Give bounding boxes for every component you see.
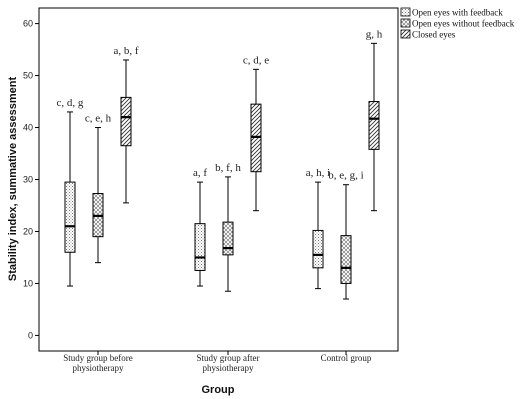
- x-category-label: Study group before physiotherapy: [63, 353, 133, 373]
- box-iqr: [64, 181, 76, 253]
- legend-label: Open eyes without feedback: [412, 19, 515, 29]
- significance-label: a, b, f: [113, 45, 138, 57]
- significance-label: b, e, g, i: [328, 170, 363, 182]
- significance-label: c, d, e: [243, 54, 269, 66]
- significance-label: g, h: [366, 28, 383, 40]
- box-iqr: [222, 221, 234, 256]
- y-tick-label: 60: [23, 19, 33, 29]
- x-axis-title: Group: [202, 384, 235, 396]
- boxes-layer: c, d, g a, f a, h, i c, e, h b, f, h b, e, g,…: [57, 28, 383, 300]
- legend-swatch: [400, 18, 411, 28]
- significance-label: c, d, g: [57, 97, 84, 109]
- box-iqr: [312, 229, 324, 269]
- significance-label: b, f, h: [215, 162, 241, 174]
- box-iqr: [340, 235, 352, 284]
- legend-swatch: [400, 29, 411, 39]
- significance-label: c, e, h: [85, 113, 112, 125]
- legend-swatch: [400, 7, 411, 17]
- y-tick-label: 40: [23, 123, 33, 133]
- legend-item-3: Closed eyes: [400, 29, 456, 40]
- legend-label: Closed eyes: [412, 30, 456, 40]
- box-iqr: [194, 223, 206, 271]
- y-tick-label: 0: [28, 330, 33, 340]
- x-category-label: Study group after physiotherapy: [197, 353, 260, 373]
- y-tick-label: 20: [23, 226, 33, 236]
- legend-item-2: Open eyes without feedback: [400, 18, 515, 29]
- box-1-group-2: a, f: [193, 167, 207, 287]
- y-tick-label: 50: [23, 71, 33, 81]
- y-axis-title: Stability index, summative assessment: [7, 77, 19, 282]
- plot-frame: [38, 7, 399, 352]
- significance-label: a, h, i: [306, 167, 330, 179]
- legend-label: Open eyes with feedback: [412, 8, 503, 18]
- box-1-group-1: c, d, g: [57, 97, 84, 287]
- box-2-group-3: b, e, g, i: [328, 170, 364, 300]
- box-iqr: [120, 96, 132, 147]
- legend-item-1: Open eyes with feedback: [400, 7, 503, 18]
- box-3-group-1: a, b, f: [113, 45, 139, 204]
- box-1-group-3: a, h, i: [306, 167, 330, 290]
- box-iqr: [368, 101, 380, 150]
- x-axis-categories: Study group before physiotherapy Study gro…: [63, 351, 372, 373]
- y-axis-ticks: 0 10 20 30 40 50 60: [23, 19, 39, 340]
- box-3-group-3: g, h: [366, 28, 383, 212]
- y-tick-label: 10: [23, 278, 33, 288]
- box-2-group-2: b, f, h: [215, 162, 241, 292]
- y-tick-label: 30: [23, 175, 33, 185]
- x-category-label: Control group: [321, 353, 372, 363]
- box-3-group-2: c, d, e: [243, 54, 269, 212]
- box-2-group-1: c, e, h: [85, 113, 112, 264]
- significance-label: a, f: [193, 167, 207, 179]
